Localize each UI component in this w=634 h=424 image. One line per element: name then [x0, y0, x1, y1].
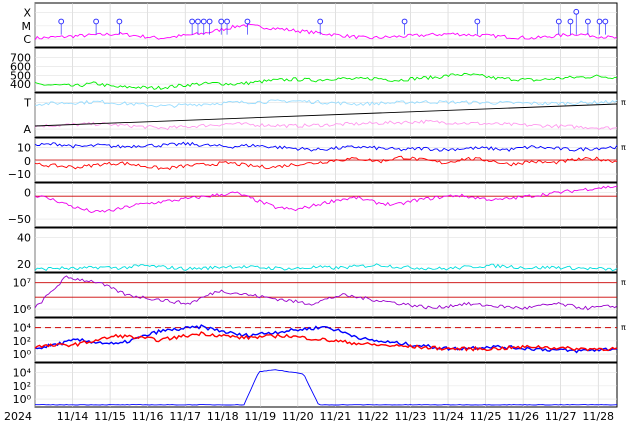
- y-tick-label: 10⁰: [13, 348, 32, 361]
- x-tick-label: 11/26: [507, 410, 539, 423]
- y-tick-label: 500: [10, 69, 31, 82]
- x-axis: 2024 11/14 11/15 11/16 11/17 11/18 11/19 11/20…: [4, 410, 614, 423]
- series-line: [34, 275, 618, 311]
- flare-event-marker: [195, 18, 201, 25]
- y-tick-label: 20: [17, 258, 31, 271]
- y-tick-label: 10: [17, 142, 31, 155]
- x-tick-label: 11/16: [132, 410, 164, 423]
- panel-frame: [34, 182, 618, 228]
- panel-frame: [34, 272, 618, 318]
- panel-frame: [34, 227, 618, 273]
- y-tick-label: −10: [8, 168, 31, 181]
- flare-event-marker: [93, 18, 100, 25]
- y-tick-label: 10⁰: [13, 393, 32, 406]
- y-tick-label: 10⁷: [13, 277, 31, 290]
- y-tick-label: 10⁴: [13, 322, 32, 335]
- flare-event-marker: [317, 18, 324, 25]
- series-line: [35, 369, 618, 406]
- series-line: [34, 141, 618, 152]
- series-line: [34, 23, 618, 41]
- x-tick-label: 11/18: [207, 410, 239, 423]
- y-tick-label: 0: [24, 155, 31, 168]
- series-line: [34, 331, 618, 352]
- y-tick-label: 600: [10, 60, 31, 73]
- panel-frame: [34, 47, 618, 93]
- panel-side-label: π: [621, 278, 626, 287]
- flare-event-marker: [58, 18, 65, 25]
- x-tick-label: 11/24: [432, 410, 464, 423]
- x-tick-label: 11/15: [94, 410, 126, 423]
- panel-kp: 40 20: [17, 227, 618, 273]
- y-tick-label: −50: [8, 213, 31, 226]
- y-tick-label: 10²: [13, 335, 31, 348]
- flare-event-marker: [596, 18, 603, 25]
- panel-proton-flux: 10⁷ 10⁶ π: [13, 272, 626, 318]
- y-tick-label: C: [23, 33, 31, 46]
- y-tick-label: M: [22, 20, 32, 33]
- y-tick-label: 10²: [13, 380, 31, 393]
- panel-imf-sector: TAπ: [23, 92, 626, 138]
- chart-panels: XMC700600500400TAπ100−10π0−50402010⁷10⁶π…: [8, 2, 626, 408]
- x-tick-label: 11/23: [395, 410, 427, 423]
- flare-event-marker: [585, 18, 591, 25]
- series-line: [34, 155, 618, 171]
- x-tick-label: 11/21: [320, 410, 352, 423]
- y-tick-label: T: [23, 97, 31, 110]
- flare-event-marker: [567, 18, 574, 25]
- series-line: [34, 103, 618, 127]
- y-tick-label: 700: [10, 52, 31, 65]
- series-line: [35, 99, 618, 108]
- panel-side-label: π: [621, 143, 626, 152]
- y-tick-label: 10⁴: [13, 367, 32, 380]
- series-line: [34, 185, 618, 213]
- flare-event-marker: [474, 18, 481, 25]
- y-tick-label: 10⁶: [13, 303, 32, 316]
- flare-event-marker: [602, 18, 609, 25]
- series-line: [34, 263, 618, 272]
- flare-event-marker: [189, 18, 196, 25]
- flare-event-marker: [218, 18, 225, 25]
- series-line: [34, 119, 618, 131]
- panel-side-label: π: [621, 98, 626, 107]
- x-tick-label: 11/14: [57, 410, 89, 423]
- flare-event-marker: [200, 18, 207, 25]
- y-tick-label: X: [23, 7, 31, 20]
- y-tick-label: 400: [10, 78, 31, 91]
- x-tick-label: 11/28: [582, 410, 614, 423]
- panel-frame: [34, 362, 618, 408]
- y-tick-label: 0: [24, 187, 31, 200]
- flare-event-marker: [116, 18, 123, 25]
- series-line: [34, 72, 618, 90]
- flare-event-marker: [224, 18, 230, 25]
- panel-dst: 0 −50: [8, 182, 618, 228]
- flare-event-marker: [401, 18, 408, 25]
- flare-event-marker: [244, 18, 251, 25]
- flare-event-marker: [573, 8, 580, 15]
- y-tick-label: 40: [17, 232, 31, 245]
- x-tick-label: 11/17: [169, 410, 201, 423]
- x-tick-label: 11/20: [282, 410, 314, 423]
- panel-frame: [34, 2, 618, 48]
- y-tick-label: A: [23, 123, 31, 136]
- panel-side-label: π: [621, 323, 626, 332]
- panel-bz: 100−10 π: [8, 137, 626, 183]
- panel-flare-class: XMC: [22, 2, 618, 48]
- x-axis-year-label: 2024: [4, 410, 32, 423]
- flare-event-marker: [206, 18, 213, 25]
- x-tick-label: 11/19: [244, 410, 276, 423]
- x-tick-label: 11/25: [470, 410, 502, 423]
- flare-event-marker: [555, 18, 562, 25]
- x-tick-label: 11/27: [545, 410, 577, 423]
- x-tick-label: 11/22: [357, 410, 389, 423]
